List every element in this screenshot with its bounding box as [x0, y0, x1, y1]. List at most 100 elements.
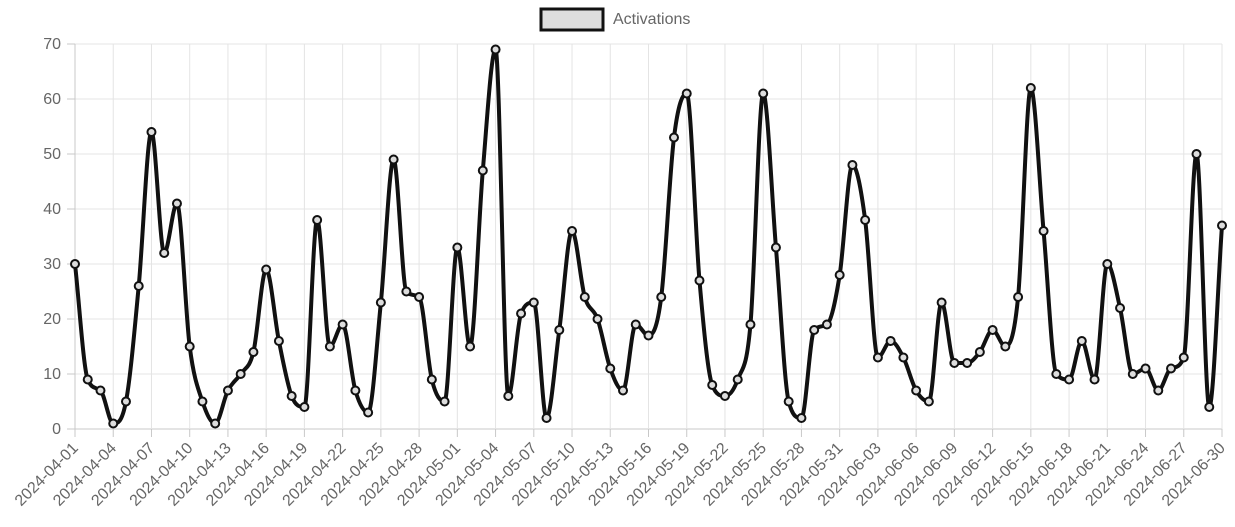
data-point[interactable]: 2024-06-15: 62 [1025, 83, 1036, 93]
data-point[interactable]: 2024-04-07: 54 [146, 127, 157, 137]
data-point[interactable]: 2024-04-28: 24 [414, 292, 425, 302]
legend-swatch [539, 7, 605, 32]
data-point[interactable]: 2024-06-07: 5 [923, 396, 934, 407]
data-point[interactable]: 2024-05-01: 33 [452, 242, 463, 253]
data-point[interactable]: 2024-04-01: 30 [70, 259, 80, 269]
data-point[interactable]: 2024-04-21: 15 [324, 341, 335, 352]
data-point[interactable]: 2024-06-22: 22 [1115, 303, 1126, 313]
data-point[interactable]: 2024-06-23: 10 [1127, 369, 1138, 379]
data-point[interactable]: 2024-06-27: 13 [1178, 352, 1189, 363]
data-point[interactable]: 2024-06-11: 14 [974, 347, 985, 357]
data-point[interactable]: 2024-06-17: 10 [1051, 369, 1062, 379]
y-tick-label: 40 [43, 201, 61, 218]
data-point[interactable]: 2024-06-06: 7 [911, 385, 922, 396]
data-point[interactable]: 2024-04-26: 49 [388, 154, 399, 165]
data-point[interactable]: 2024-04-17: 16 [273, 336, 284, 346]
data-point[interactable]: 2024-06-25: 7 [1153, 385, 1164, 396]
data-point[interactable]: 2024-06-04: 16 [885, 336, 896, 346]
data-point[interactable]: 2024-05-14: 7 [618, 385, 629, 396]
data-point[interactable]: 2024-06-20: 9 [1089, 374, 1100, 385]
data-point[interactable]: 2024-05-11: 24 [579, 292, 590, 302]
data-point[interactable]: 2024-05-24: 19 [745, 319, 756, 330]
data-point[interactable]: 2024-05-04: 69 [490, 44, 501, 55]
data-point[interactable]: 2024-04-05: 5 [120, 396, 131, 407]
data-point[interactable]: 2024-05-07: 23 [528, 297, 539, 308]
data-point[interactable]: 2024-04-16: 29 [261, 264, 272, 275]
legend[interactable]: Activations [539, 7, 690, 32]
data-point[interactable]: 2024-06-02: 38 [860, 215, 871, 225]
data-point[interactable]: 2024-05-05: 6 [503, 391, 514, 401]
data-point[interactable]: 2024-04-29: 9 [426, 374, 437, 385]
data-point[interactable]: 2024-04-20: 38 [312, 215, 323, 225]
data-point[interactable]: 2024-06-01: 48 [847, 160, 858, 170]
data-point[interactable]: 2024-05-13: 11 [605, 363, 616, 374]
data-point[interactable]: 2024-04-25: 23 [375, 297, 386, 308]
data-point[interactable]: 2024-04-06: 26 [133, 281, 144, 291]
data-point[interactable]: 2024-06-16: 36 [1038, 226, 1049, 236]
data-point[interactable]: 2024-04-24: 3 [363, 407, 374, 418]
data-point[interactable]: 2024-06-18: 9 [1064, 374, 1075, 385]
data-point[interactable]: 2024-06-10: 12 [962, 358, 973, 368]
data-point[interactable]: 2024-05-28: 2 [796, 413, 807, 423]
data-point[interactable]: 2024-05-12: 20 [592, 314, 603, 324]
data-point[interactable]: 2024-05-08: 2 [541, 413, 552, 423]
data-point[interactable]: 2024-04-23: 7 [350, 385, 361, 396]
data-point[interactable]: 2024-05-29: 18 [809, 325, 820, 335]
data-point[interactable]: 2024-06-21: 30 [1102, 259, 1113, 269]
data-point[interactable]: 2024-05-23: 9 [732, 374, 743, 385]
data-point[interactable]: 2024-06-05: 13 [898, 352, 909, 363]
data-point[interactable]: 2024-05-25: 61 [758, 88, 769, 99]
data-point[interactable]: 2024-04-09: 41 [171, 198, 182, 209]
data-point[interactable]: 2024-05-22: 6 [719, 391, 730, 401]
data-point[interactable]: 2024-05-19: 61 [681, 88, 692, 99]
data-point[interactable]: 2024-05-02: 15 [465, 341, 476, 352]
data-point[interactable]: 2024-04-19: 4 [299, 402, 310, 412]
data-point[interactable]: 2024-06-24: 11 [1140, 363, 1151, 374]
data-point[interactable]: 2024-04-13: 7 [222, 385, 233, 396]
data-point[interactable]: 2024-04-14: 10 [235, 369, 246, 379]
data-point[interactable]: 2024-06-30: 37 [1217, 220, 1227, 231]
data-point[interactable]: 2024-05-17: 24 [656, 292, 667, 302]
data-point[interactable]: 2024-06-14: 24 [1013, 292, 1024, 302]
data-point[interactable]: 2024-05-09: 18 [554, 325, 565, 335]
data-point[interactable]: 2024-04-04: 1 [108, 418, 119, 429]
data-point[interactable]: 2024-05-06: 21 [516, 308, 527, 319]
y-tick-label: 30 [43, 256, 61, 273]
data-point[interactable]: 2024-06-26: 11 [1166, 363, 1177, 374]
data-point[interactable]: 2024-04-22: 19 [337, 319, 348, 330]
data-point[interactable]: 2024-05-15: 19 [630, 319, 641, 330]
data-point[interactable]: 2024-05-21: 8 [707, 380, 718, 390]
data-point[interactable]: 2024-04-08: 32 [159, 248, 170, 258]
y-tick-label: 0 [52, 421, 61, 438]
data-point[interactable]: 2024-06-13: 15 [1000, 341, 1011, 352]
y-tick-label: 20 [43, 311, 61, 328]
data-point[interactable]: 2024-04-03: 7 [95, 385, 106, 396]
data-point[interactable]: 2024-05-26: 33 [770, 242, 781, 253]
data-point[interactable]: 2024-06-29: 4 [1204, 402, 1215, 412]
data-point[interactable]: 2024-04-10: 15 [184, 341, 195, 352]
data-point[interactable]: 2024-05-20: 27 [694, 275, 705, 286]
data-point[interactable]: 2024-06-08: 23 [936, 297, 947, 308]
data-point[interactable]: 2024-05-16: 17 [643, 330, 654, 341]
data-point[interactable]: 2024-05-30: 19 [821, 319, 832, 330]
data-point[interactable]: 2024-04-12: 1 [210, 418, 221, 429]
data-point[interactable]: 2024-05-27: 5 [783, 396, 794, 407]
data-point[interactable]: 2024-06-12: 18 [987, 325, 998, 335]
data-point[interactable]: 2024-05-18: 53 [668, 132, 679, 143]
data-point[interactable]: 2024-04-15: 14 [248, 347, 259, 357]
data-point[interactable]: 2024-05-31: 28 [834, 270, 845, 280]
data-point[interactable]: 2024-06-03: 13 [872, 352, 883, 363]
data-point[interactable]: 2024-05-03: 47 [477, 165, 488, 176]
data-point[interactable]: 2024-04-30: 5 [439, 396, 450, 407]
y-tick-label: 50 [43, 146, 61, 163]
data-point[interactable]: 2024-04-18: 6 [286, 391, 297, 401]
data-point[interactable]: 2024-04-11: 5 [197, 396, 208, 407]
data-point[interactable]: 2024-06-09: 12 [949, 358, 960, 368]
data-point[interactable]: 2024-05-10: 36 [567, 226, 578, 236]
data-point[interactable]: 2024-06-19: 16 [1076, 336, 1087, 346]
data-point[interactable]: 2024-04-27: 25 [401, 286, 412, 297]
data-point[interactable]: 2024-06-28: 50 [1191, 149, 1202, 159]
data-point[interactable]: 2024-04-02: 9 [82, 374, 93, 385]
